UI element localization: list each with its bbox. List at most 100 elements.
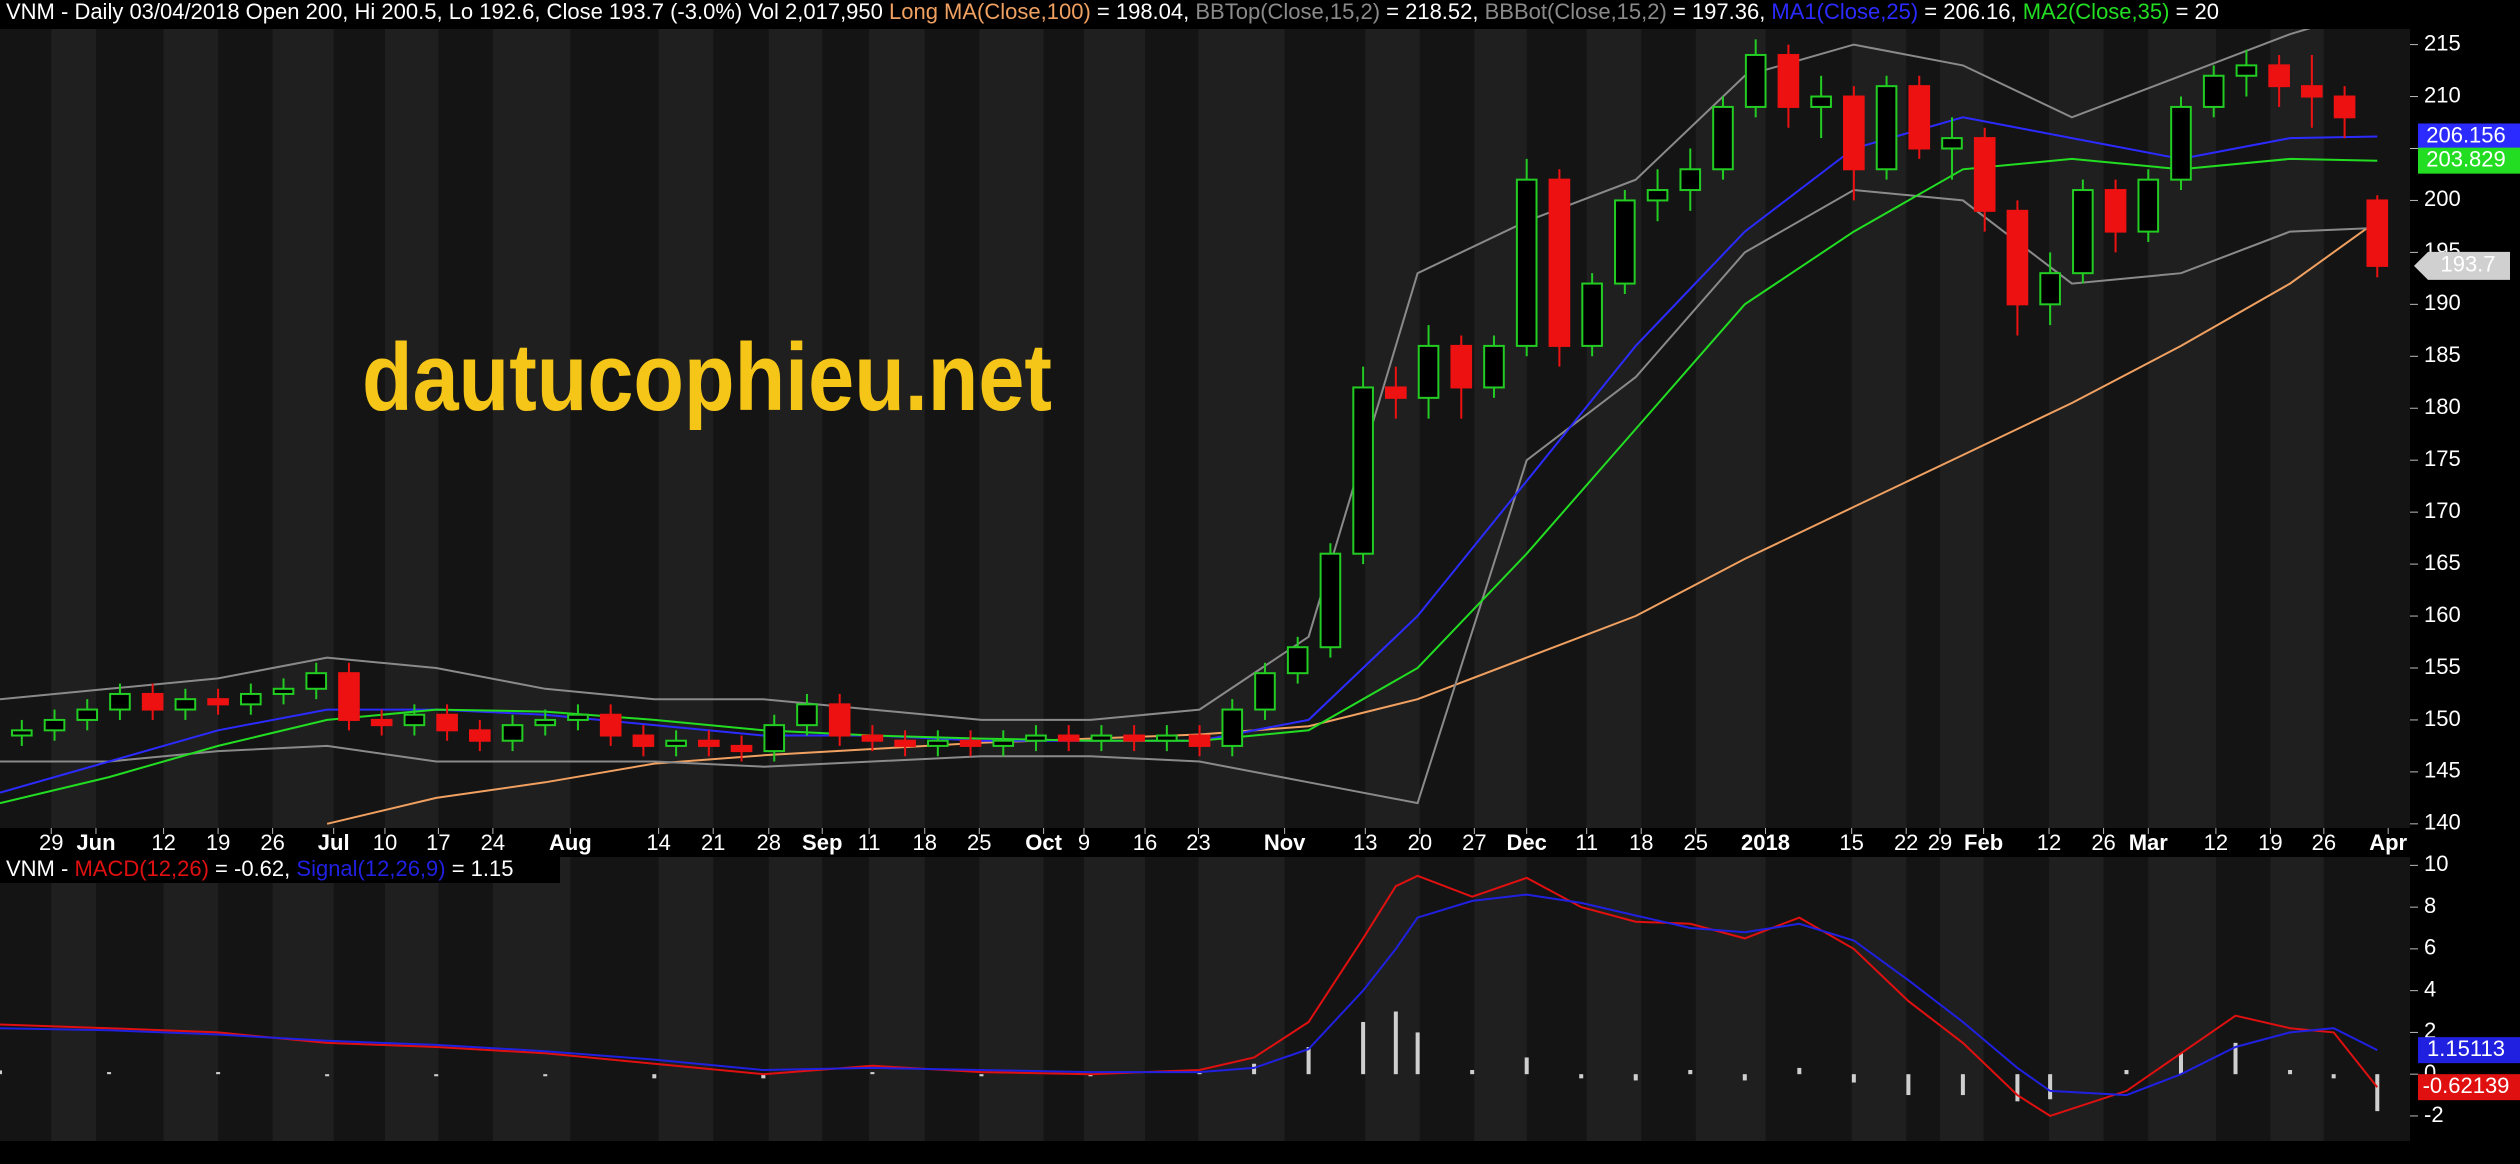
candle-body	[43, 718, 66, 732]
candle-body	[2202, 74, 2225, 108]
x-tick-label: Feb	[1964, 830, 2003, 855]
histogram-bar	[979, 1074, 984, 1077]
header-part: MACD(12,26)	[74, 856, 208, 881]
histogram-bar	[1688, 1070, 1693, 1075]
histogram-bar	[1415, 1032, 1420, 1075]
stripe	[2148, 857, 2216, 1141]
candle-body	[2137, 178, 2160, 233]
histogram-bar	[434, 1074, 439, 1077]
line-series	[0, 893, 2378, 1097]
x-tick-label: Dec	[1507, 830, 1547, 855]
x-tick-label: 10	[373, 830, 397, 855]
histogram-bar	[1197, 1072, 1202, 1075]
stripe	[1474, 29, 1527, 828]
x-tick-label: 28	[757, 830, 781, 855]
last-value-box	[2418, 1074, 2520, 1101]
candle-body	[403, 713, 426, 727]
y-tick-label: 185	[2424, 342, 2461, 367]
last-value-box	[2418, 1037, 2520, 1064]
histogram-bar	[2048, 1074, 2053, 1100]
histogram-bar	[325, 1074, 330, 1077]
header-part: = 1.15	[446, 856, 514, 881]
histogram-bar	[2375, 1074, 2380, 1112]
x-tick-label: Oct	[1025, 830, 1062, 855]
stripe	[1586, 29, 1642, 828]
stripe	[869, 29, 925, 828]
candle-body	[2006, 209, 2029, 306]
histogram-bar	[1851, 1074, 1856, 1083]
last-value-label: 1.15113	[2427, 1036, 2505, 1061]
stripe	[163, 29, 219, 828]
candle-body	[501, 724, 524, 742]
axes: 1401451501551601651701751801851901952002…	[39, 30, 2520, 1127]
candle-body	[796, 703, 818, 727]
x-tick-label: 12	[151, 830, 175, 855]
candle-body	[698, 739, 720, 747]
candle-body	[1941, 137, 1963, 150]
stripe	[2270, 29, 2324, 828]
candle-body	[1973, 137, 1996, 212]
stripe	[869, 857, 925, 1141]
header-part: Signal(12,26,9)	[296, 856, 445, 881]
x-tick-label: Mar	[2129, 830, 2169, 855]
histogram-bar	[2288, 1070, 2293, 1075]
y-tick-label: 150	[2424, 706, 2461, 731]
stripe	[1586, 857, 1642, 1141]
candle-body	[1515, 178, 1538, 347]
stripe	[658, 29, 714, 828]
candle-body	[1156, 734, 1178, 742]
candle-body	[2333, 95, 2356, 119]
candle-body	[861, 734, 884, 742]
macd-header: VNM - MACD(12,26) = -0.62, Signal(12,26,…	[6, 856, 514, 881]
histogram-bar	[1088, 1074, 1093, 1077]
y-tick-label: 4	[2424, 976, 2436, 1001]
x-tick-label: 25	[1683, 830, 1707, 855]
candle-body	[2235, 64, 2258, 77]
histogram-bar	[1470, 1070, 1475, 1075]
close-marker	[2414, 251, 2510, 280]
stripe	[51, 857, 96, 1141]
y-tick-label: 170	[2424, 498, 2461, 523]
header-part: = 218.52,	[1380, 0, 1485, 24]
candle-body	[174, 698, 197, 711]
histogram-bar	[543, 1074, 548, 1077]
histogram-bar	[1797, 1067, 1802, 1075]
stripe	[1939, 857, 1984, 1141]
y-tick-label: -2	[2424, 1102, 2444, 1127]
candle-body	[305, 672, 328, 690]
close-label: 193.7	[2440, 252, 2495, 277]
stripe	[492, 857, 571, 1141]
candle-body	[763, 724, 786, 753]
x-tick-label: 12	[2204, 830, 2228, 855]
header-part: VNM -	[6, 856, 74, 881]
candle-body	[1614, 199, 1636, 285]
candle-body	[1319, 552, 1342, 649]
x-tick-label: 26	[260, 830, 284, 855]
candle-body	[567, 713, 589, 721]
x-tick-label: Nov	[1264, 830, 1306, 855]
candle-body	[2366, 199, 2389, 267]
x-tick-label: 21	[701, 830, 725, 855]
line-series	[0, 874, 2379, 1117]
y-tick-label: 6	[2424, 935, 2436, 960]
candle-body	[1646, 189, 1669, 202]
candle-body	[2104, 189, 2127, 233]
y-tick-label: 175	[2424, 446, 2461, 471]
line-series	[0, 188, 2378, 805]
header-part: = -0.62,	[209, 856, 296, 881]
x-tick-label: 24	[481, 830, 505, 855]
histogram-bar	[1579, 1074, 1584, 1079]
histogram-bar	[2331, 1074, 2336, 1079]
last-value-box	[2418, 123, 2520, 150]
x-tick-label: 11	[1575, 830, 1598, 855]
stripe	[492, 29, 571, 828]
candle-body	[1450, 344, 1473, 389]
x-tick-label: 18	[912, 830, 936, 855]
y-tick-label: 140	[2424, 810, 2461, 835]
candle-body	[1286, 646, 1309, 675]
stripe	[768, 29, 823, 828]
header-part: = 197.36,	[1667, 0, 1772, 24]
candle-body	[1123, 734, 1145, 742]
stripe	[2049, 29, 2104, 828]
